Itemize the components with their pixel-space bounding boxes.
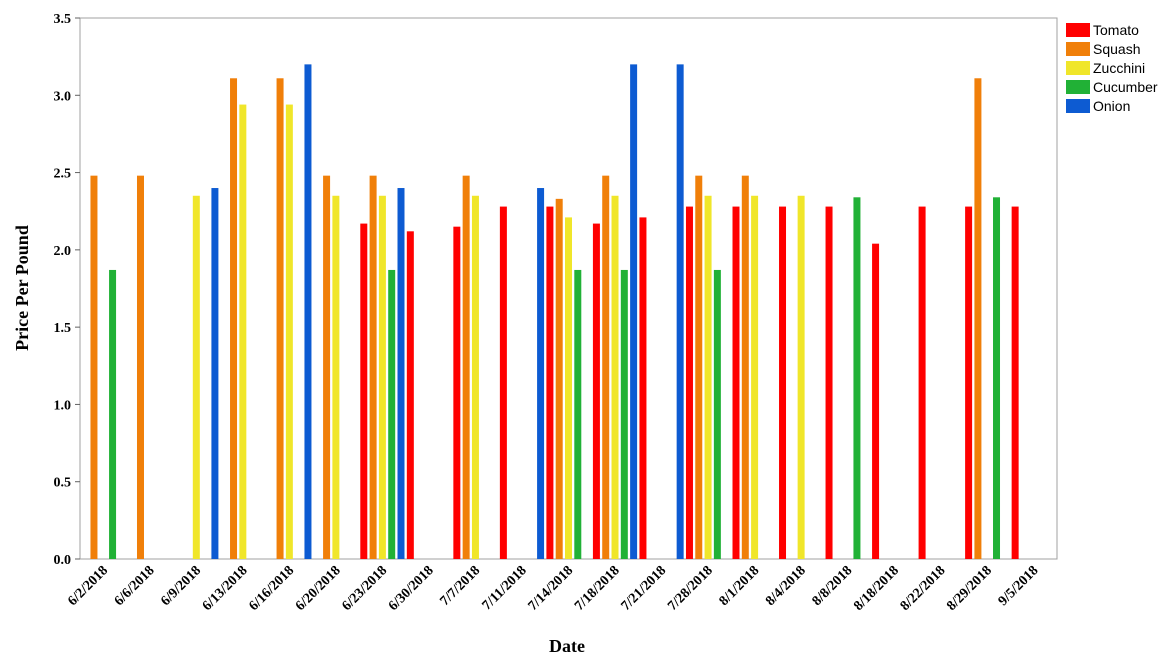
bar-tomato bbox=[918, 206, 926, 559]
y-axis: 0.0 0.5 1.0 1.5 2.0 2.5 3.0 3.5 bbox=[54, 12, 80, 568]
legend-swatch-cucumber bbox=[1066, 80, 1090, 94]
x-tick-label: 8/22/2018 bbox=[898, 563, 949, 614]
x-tick-label: 7/18/2018 bbox=[572, 563, 623, 614]
y-tick-label: 3.5 bbox=[54, 12, 72, 27]
x-tick-label: 7/14/2018 bbox=[526, 563, 577, 614]
bar-zucchini bbox=[471, 195, 479, 559]
bar-zucchini bbox=[378, 195, 386, 559]
x-tick-label: 8/1/2018 bbox=[717, 563, 763, 609]
x-tick-label: 6/13/2018 bbox=[200, 563, 251, 614]
bar-zucchini bbox=[565, 217, 572, 559]
bar-squash bbox=[369, 175, 377, 559]
bar-squash bbox=[276, 78, 284, 559]
bar-squash bbox=[974, 78, 982, 559]
x-tick-label: 6/30/2018 bbox=[386, 563, 437, 614]
bar-onion bbox=[397, 188, 405, 559]
bar-cucumber bbox=[109, 269, 117, 559]
legend-swatch-zucchini bbox=[1066, 61, 1090, 75]
bar-cucumber bbox=[853, 197, 861, 560]
bar-squash bbox=[695, 175, 703, 559]
bar-squash bbox=[323, 175, 331, 559]
x-tick-label: 8/18/2018 bbox=[851, 563, 902, 614]
legend: Tomato Squash Zucchini Cucumber Onion bbox=[1066, 22, 1158, 114]
bar-tomato bbox=[825, 206, 833, 559]
legend-label-zucchini: Zucchini bbox=[1093, 60, 1145, 76]
bar-zucchini bbox=[239, 104, 247, 559]
legend-label-cucumber: Cucumber bbox=[1093, 79, 1158, 95]
bar-tomato bbox=[406, 231, 414, 559]
bar-squash bbox=[90, 175, 98, 559]
x-axis-title: Date bbox=[549, 636, 585, 656]
bar-zucchini bbox=[704, 195, 712, 559]
x-tick-label: 8/4/2018 bbox=[763, 563, 809, 609]
bar-cucumber bbox=[713, 269, 721, 559]
y-tick-label: 1.5 bbox=[54, 321, 72, 336]
x-tick-label: 9/5/2018 bbox=[996, 563, 1042, 609]
bar-tomato bbox=[779, 206, 787, 559]
bar-tomato bbox=[453, 226, 461, 560]
bar-zucchini bbox=[797, 195, 805, 559]
bar-tomato bbox=[685, 206, 693, 559]
bar-tomato bbox=[1011, 206, 1019, 559]
bar-onion bbox=[630, 64, 638, 560]
y-tick-label: 1.0 bbox=[54, 398, 72, 413]
bar-zucchini bbox=[751, 195, 759, 559]
bar-tomato bbox=[965, 206, 973, 559]
x-tick-label: 6/9/2018 bbox=[158, 563, 204, 609]
legend-swatch-squash bbox=[1066, 42, 1090, 56]
legend-label-tomato: Tomato bbox=[1093, 22, 1139, 38]
bar-squash bbox=[230, 78, 238, 559]
bar-onion bbox=[304, 64, 312, 560]
x-tick-label: 6/23/2018 bbox=[339, 563, 390, 614]
bar-tomato bbox=[546, 206, 554, 559]
x-tick-label: 8/8/2018 bbox=[810, 563, 856, 609]
bar-squash bbox=[602, 175, 610, 559]
bar-squash bbox=[462, 175, 470, 559]
bar-tomato bbox=[592, 223, 600, 559]
bar-cucumber bbox=[388, 269, 396, 559]
x-tick-label: 8/29/2018 bbox=[944, 563, 995, 614]
x-axis: 6/2/2018 6/6/2018 6/9/20186/13/20186/16/20… bbox=[65, 563, 1041, 614]
bar-onion bbox=[211, 188, 219, 559]
bar-tomato bbox=[732, 206, 740, 559]
bar-cucumber bbox=[574, 269, 582, 559]
bar-cucumber bbox=[993, 197, 1001, 560]
bar-tomato bbox=[872, 243, 880, 560]
bar-squash bbox=[741, 175, 749, 559]
bars-group bbox=[90, 64, 1019, 560]
bar-onion bbox=[537, 188, 545, 559]
bar-squash bbox=[136, 175, 144, 559]
legend-label-onion: Onion bbox=[1093, 98, 1130, 114]
bar-zucchini bbox=[611, 195, 619, 559]
y-tick-label: 3.0 bbox=[54, 89, 72, 104]
y-tick-label: 0.5 bbox=[54, 476, 72, 491]
x-tick-label: 7/28/2018 bbox=[665, 563, 716, 614]
legend-label-squash: Squash bbox=[1093, 41, 1140, 57]
x-tick-label: 7/7/2018 bbox=[438, 563, 484, 609]
bar-tomato bbox=[360, 223, 368, 559]
y-tick-label: 2.0 bbox=[54, 244, 72, 259]
y-axis-title: Price Per Pound bbox=[12, 225, 32, 351]
bar-tomato bbox=[499, 206, 507, 559]
x-tick-label: 7/21/2018 bbox=[619, 563, 670, 614]
bar-squash bbox=[555, 198, 563, 559]
y-tick-label: 2.5 bbox=[54, 167, 72, 182]
bar-zucchini bbox=[332, 195, 340, 559]
x-tick-label: 7/11/2018 bbox=[480, 563, 530, 613]
legend-swatch-tomato bbox=[1066, 23, 1090, 37]
bar-zucchini bbox=[192, 195, 200, 559]
bar-onion bbox=[676, 64, 684, 560]
legend-swatch-onion bbox=[1066, 99, 1090, 113]
x-tick-label: 6/2/2018 bbox=[65, 563, 111, 609]
bar-zucchini bbox=[285, 104, 293, 559]
x-tick-label: 6/6/2018 bbox=[112, 563, 158, 609]
x-tick-label: 6/16/2018 bbox=[246, 563, 297, 614]
bar-tomato bbox=[639, 217, 647, 559]
x-tick-label: 6/20/2018 bbox=[293, 563, 344, 614]
bar-cucumber bbox=[620, 269, 628, 559]
y-tick-label: 0.0 bbox=[54, 553, 72, 568]
